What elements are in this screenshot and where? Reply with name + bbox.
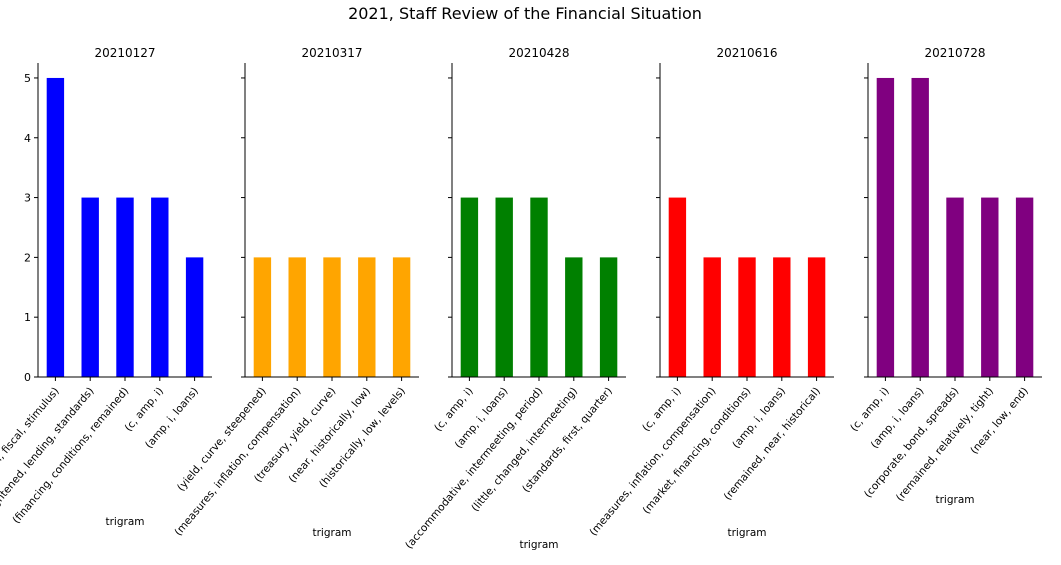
x-axis-label: trigram xyxy=(728,527,767,539)
bar xyxy=(738,257,756,377)
bar xyxy=(773,257,791,377)
y-tick-label: 0 xyxy=(24,371,31,384)
bar xyxy=(81,197,99,377)
x-tick-label: (accommodative, intermeeting, period) xyxy=(403,385,545,551)
y-tick-label: 1 xyxy=(24,311,31,324)
panel-title: 20210127 xyxy=(94,46,155,60)
bar xyxy=(599,257,618,377)
panel-title: 20210616 xyxy=(716,46,777,60)
bar xyxy=(151,197,169,377)
y-tick-label: 4 xyxy=(24,132,31,145)
panel-20210317: 20210317(yield, curve, steepened)(measur… xyxy=(172,46,419,539)
panel-title: 20210728 xyxy=(924,46,985,60)
bar xyxy=(876,77,895,377)
y-tick-label: 5 xyxy=(24,72,31,85)
bar xyxy=(911,77,929,377)
bar xyxy=(253,257,272,377)
x-axis-label: trigram xyxy=(520,539,559,551)
bar xyxy=(116,197,134,377)
chart-suptitle: 2021, Staff Review of the Financial Situ… xyxy=(348,4,702,23)
bar xyxy=(323,257,341,377)
x-axis-label: trigram xyxy=(936,494,975,506)
bar xyxy=(807,257,826,377)
bar xyxy=(185,257,204,377)
bar xyxy=(668,197,687,377)
bar xyxy=(392,257,411,377)
x-tick-label: (measures, inflation, compensation) xyxy=(172,385,303,538)
bar xyxy=(46,77,65,377)
y-tick-label: 2 xyxy=(24,251,31,264)
bar xyxy=(358,257,376,377)
bar xyxy=(946,197,964,377)
x-axis-label: trigram xyxy=(106,516,145,528)
bar xyxy=(1015,197,1034,377)
bar xyxy=(703,257,721,377)
panel-20210728: 20210728(c, amp, i)(amp, i, loans)(corpo… xyxy=(848,46,1042,506)
bar xyxy=(288,257,306,377)
bar xyxy=(981,197,999,377)
panel-title: 20210428 xyxy=(508,46,569,60)
panel-title: 20210317 xyxy=(301,46,362,60)
panel-20210616: 20210616(c, amp, i)(measures, inflation,… xyxy=(587,46,834,539)
x-tick-label: (measures, inflation, compensation) xyxy=(587,385,718,538)
bar xyxy=(530,197,548,377)
bar xyxy=(565,257,583,377)
x-axis-label: trigram xyxy=(313,527,352,539)
bar xyxy=(495,197,513,377)
y-tick-label: 3 xyxy=(24,192,31,205)
bar xyxy=(460,197,479,377)
panel-20210428: 20210428(c, amp, i)(amp, i, loans)(accom… xyxy=(403,46,626,551)
